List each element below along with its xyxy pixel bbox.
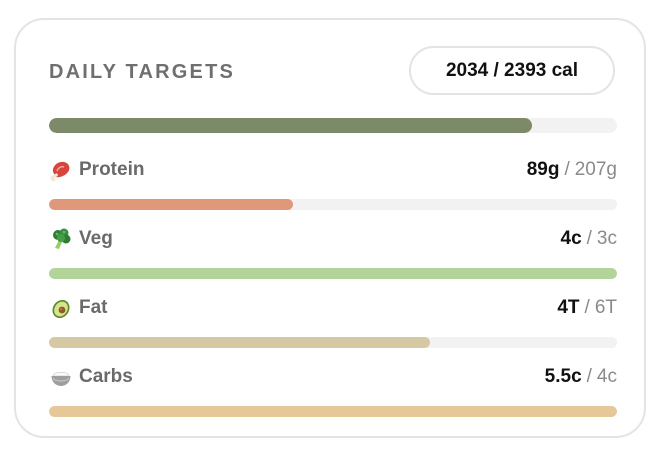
card-title: DAILY TARGETS: [49, 61, 236, 83]
macro-current-fat: 4T: [557, 297, 580, 318]
daily-targets-card: DAILY TARGETS 2034 / 2393 cal Protein 89…: [14, 18, 646, 438]
macro-current-veg: 4c: [560, 228, 582, 249]
macro-bar-veg: [49, 268, 617, 279]
macro-fill-fat: [49, 337, 430, 348]
macro-separator: /: [586, 228, 592, 249]
macro-separator: /: [584, 297, 590, 318]
macro-target-fat: 6T: [594, 297, 617, 318]
avocado-icon: [49, 296, 73, 320]
macro-target-protein: 207g: [574, 159, 617, 180]
macro-target-carbs: 4c: [596, 366, 617, 387]
macro-current-carbs: 5.5c: [544, 366, 582, 387]
macro-label-protein: Protein: [79, 159, 145, 180]
broccoli-icon: [49, 227, 73, 251]
rice-bowl-icon: [49, 365, 73, 389]
macro-row-fat: Fat 4T / 6T: [49, 295, 617, 321]
macro-bar-protein: [49, 199, 617, 210]
macro-row-protein: Protein 89g / 207g: [49, 157, 617, 183]
macro-label-veg: Veg: [79, 228, 113, 249]
calorie-total-badge: 2034 / 2393 cal: [409, 46, 615, 95]
macro-label-fat: Fat: [79, 297, 108, 318]
meat-icon: [49, 158, 73, 182]
calorie-progress-bar: [49, 118, 617, 133]
macro-row-carbs: Carbs 5.5c / 4c: [49, 364, 617, 390]
macro-separator: /: [586, 366, 592, 387]
macro-fill-protein: [49, 199, 294, 210]
macro-label-carbs: Carbs: [79, 366, 133, 387]
macro-bar-fat: [49, 337, 617, 348]
macro-row-veg: Veg 4c / 3c: [49, 226, 617, 252]
macro-fill-carbs: [49, 406, 617, 417]
macro-bar-carbs: [49, 406, 617, 417]
macro-target-veg: 3c: [596, 228, 617, 249]
macro-fill-veg: [49, 268, 617, 279]
macro-current-protein: 89g: [526, 159, 560, 180]
macro-separator: /: [564, 159, 570, 180]
calorie-progress-fill: [49, 118, 532, 133]
